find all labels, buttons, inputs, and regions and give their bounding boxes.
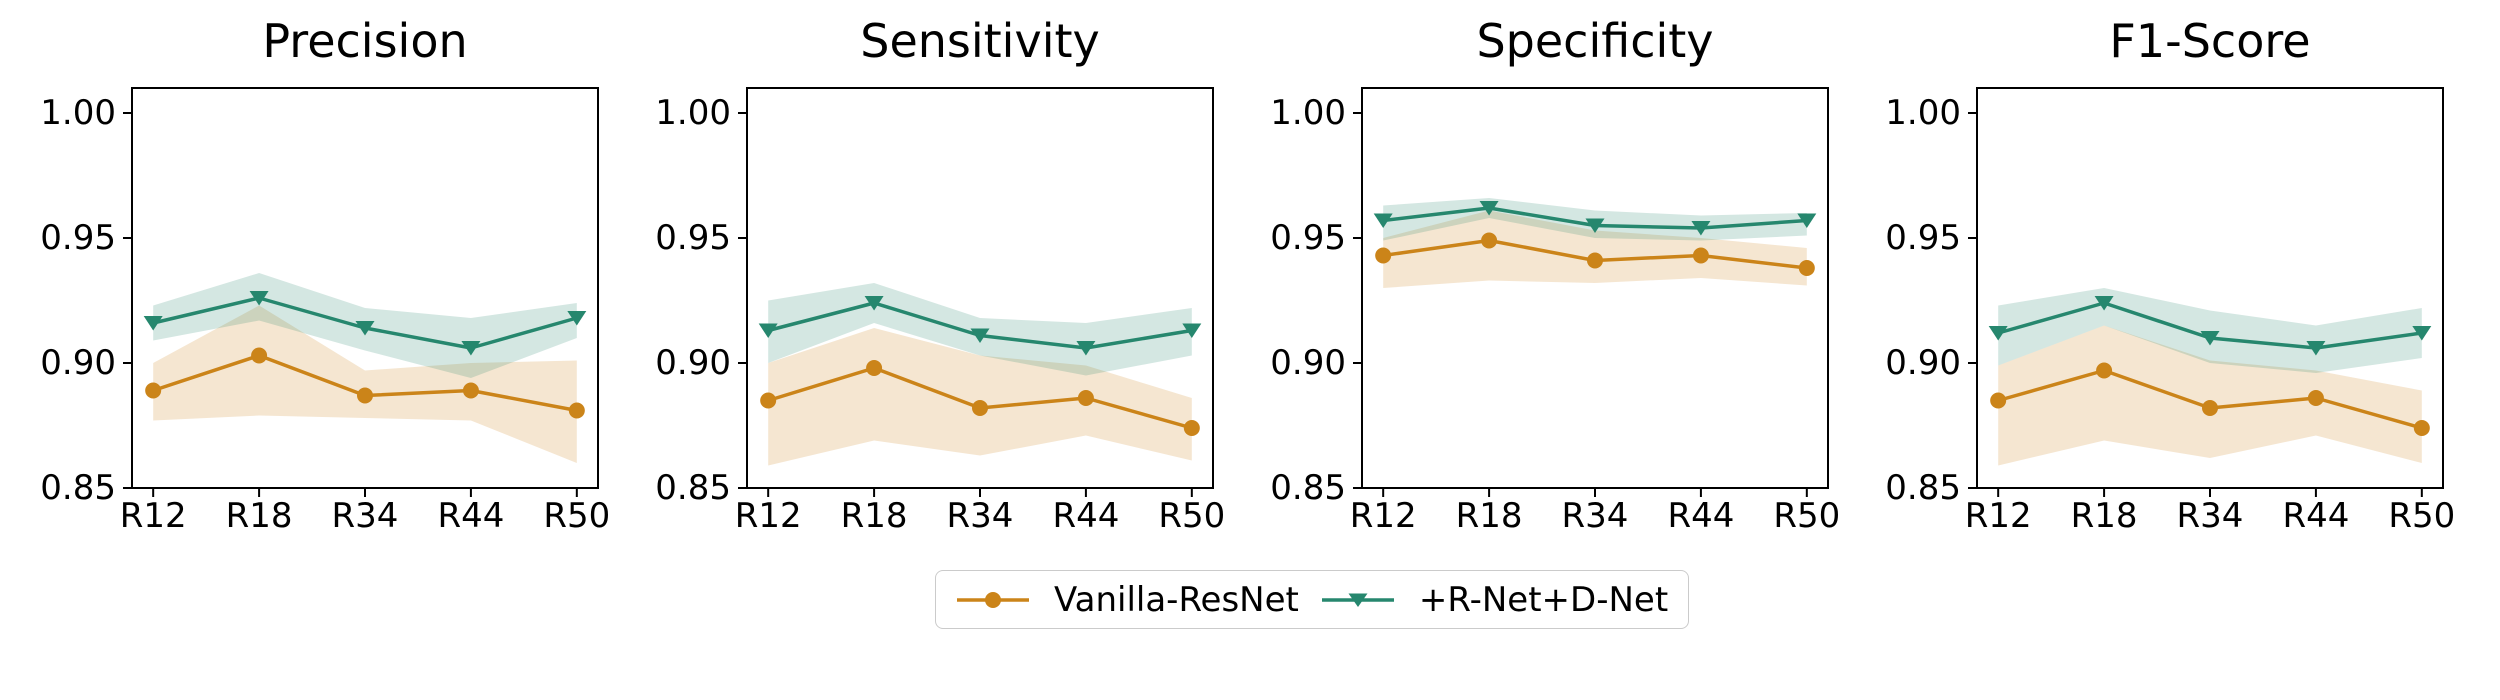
data-point-triangle-down-marker (1797, 213, 1817, 228)
data-point-circle-marker (251, 347, 268, 364)
data-point-circle-marker (866, 360, 883, 376)
data-point-circle-marker (145, 382, 162, 399)
y-tick-label: 0.95 (40, 218, 116, 258)
data-point-triangle-down-marker (1182, 323, 1202, 338)
x-tick-label: R50 (2388, 496, 2455, 536)
chart-title: F1-Score (2109, 14, 2310, 68)
x-tick-label: R50 (1158, 496, 1225, 536)
plot-area (131, 87, 599, 489)
data-point-circle-marker (1375, 247, 1392, 264)
x-tick-label: R44 (2282, 496, 2349, 536)
x-tick-label: R18 (1456, 496, 1523, 536)
data-point-circle-marker (357, 387, 373, 404)
data-point-triangle-down-marker (758, 323, 778, 338)
y-tick-label: 1.00 (1885, 93, 1961, 133)
x-tick-label: R18 (841, 496, 908, 536)
data-point-triangle-down-marker (864, 296, 884, 311)
x-tick-label: R34 (2177, 496, 2244, 536)
x-tick-label: R44 (1052, 496, 1119, 536)
plot-area (1361, 87, 1829, 489)
x-tick-label: R18 (226, 496, 293, 536)
data-point-circle-marker (1990, 392, 2007, 409)
x-tick-label: R12 (735, 496, 802, 536)
y-tick-label: 1.00 (655, 93, 731, 133)
y-tick-label: 0.85 (1270, 468, 1346, 508)
confidence-band (153, 305, 577, 463)
chart-title: Precision (262, 14, 467, 68)
data-point-circle-marker (1692, 247, 1709, 264)
data-point-circle-marker (972, 400, 988, 416)
data-point-circle-marker (2096, 362, 2113, 379)
y-tick-label: 0.95 (1885, 218, 1961, 258)
data-point-triangle-down-marker (2094, 296, 2114, 311)
circle-marker-icon (957, 591, 1029, 608)
data-point-triangle-down-marker (1076, 341, 1096, 356)
data-point-circle-marker (462, 382, 479, 399)
data-point-circle-marker (2413, 420, 2430, 436)
x-tick-label: R12 (1350, 496, 1417, 536)
y-tick-label: 0.95 (655, 218, 731, 258)
data-point-triangle-down-marker (1479, 201, 1499, 216)
data-point-triangle-down-marker (461, 341, 481, 356)
y-tick-label: 0.90 (655, 343, 731, 383)
data-point-circle-marker (2202, 400, 2218, 416)
chart-title: Specificity (1476, 14, 1713, 68)
x-tick-label: R44 (1667, 496, 1734, 536)
data-point-triangle-down-marker (1373, 213, 1393, 228)
data-point-triangle-down-marker (567, 311, 587, 326)
plot-area (746, 87, 1214, 489)
data-point-circle-marker (2307, 390, 2324, 406)
legend: Vanilla-ResNet +R-Net+D-Net (935, 570, 1690, 629)
data-point-circle-marker (1077, 390, 1094, 406)
y-tick-label: 0.95 (1270, 218, 1346, 258)
y-tick-label: 0.90 (40, 343, 116, 383)
chart-title: Sensitivity (860, 14, 1099, 68)
data-point-triangle-down-marker (249, 291, 269, 306)
data-point-circle-marker (760, 392, 777, 409)
data-point-triangle-down-marker (1988, 326, 2008, 341)
data-point-circle-marker (568, 402, 585, 419)
triangle-down-marker-icon (1321, 593, 1394, 607)
confidence-band (1998, 325, 2422, 466)
legend-label-vanilla-resnet: Vanilla-ResNet (1054, 579, 1299, 620)
data-point-circle-marker (1183, 420, 1200, 436)
y-tick-label: 0.90 (1885, 343, 1961, 383)
data-point-triangle-down-marker (970, 328, 990, 343)
x-tick-label: R34 (947, 496, 1014, 536)
data-point-triangle-down-marker (1691, 221, 1711, 236)
x-tick-label: R44 (437, 496, 504, 536)
y-tick-label: 1.00 (40, 93, 116, 133)
confidence-band (1383, 210, 1807, 288)
y-tick-label: 0.85 (1885, 468, 1961, 508)
data-point-circle-marker (1587, 252, 1603, 269)
data-point-triangle-down-marker (143, 316, 163, 331)
data-point-circle-marker (1481, 232, 1498, 249)
y-tick-label: 0.85 (40, 468, 116, 508)
data-point-triangle-down-marker (2306, 341, 2326, 356)
x-tick-label: R50 (543, 496, 610, 536)
x-tick-label: R18 (2071, 496, 2138, 536)
data-point-triangle-down-marker (1585, 218, 1605, 233)
legend-item-rnet-dnet: +R-Net+D-Net (1321, 583, 1668, 617)
data-point-triangle-down-marker (2412, 326, 2432, 341)
data-point-triangle-down-marker (2200, 331, 2220, 346)
x-tick-label: R34 (332, 496, 399, 536)
legend-item-vanilla-resnet: Vanilla-ResNet (956, 583, 1299, 617)
x-tick-label: R12 (120, 496, 187, 536)
y-tick-label: 0.90 (1270, 343, 1346, 383)
y-tick-label: 1.00 (1270, 93, 1346, 133)
x-tick-label: R50 (1773, 496, 1840, 536)
x-tick-label: R12 (1965, 496, 2032, 536)
data-point-circle-marker (1798, 260, 1815, 276)
data-point-triangle-down-marker (355, 321, 375, 336)
x-tick-label: R34 (1562, 496, 1629, 536)
y-tick-label: 0.85 (655, 468, 731, 508)
legend-label-rnet-dnet: +R-Net+D-Net (1418, 579, 1669, 620)
